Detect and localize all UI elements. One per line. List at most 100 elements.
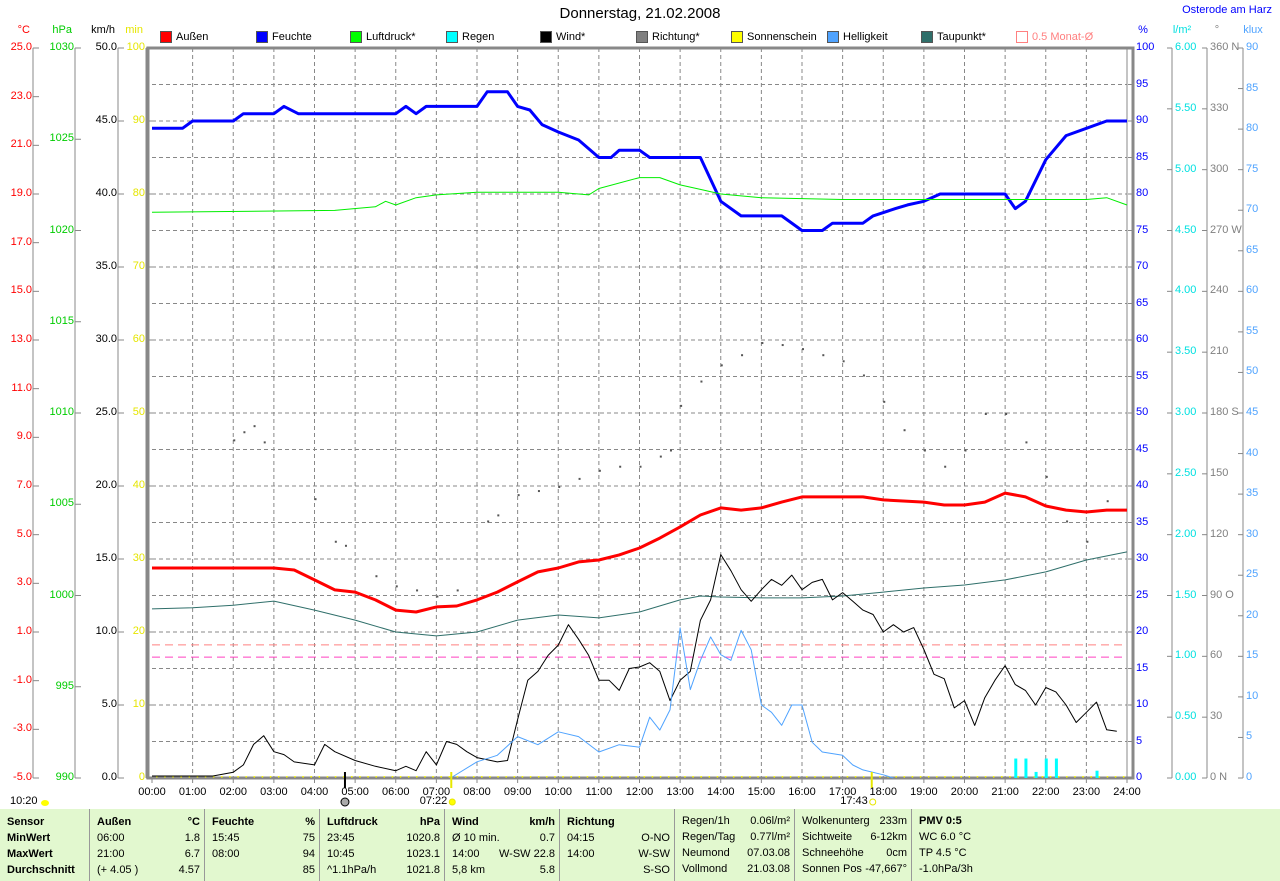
pressure-tick-label: 1005 (49, 497, 74, 510)
temp-axis-unit: °C (17, 24, 30, 36)
schneehoehe-label: Schneehöhe (802, 847, 864, 859)
rain-tick-label: 1.50 (1175, 588, 1197, 601)
direction-point (1086, 540, 1089, 543)
series-luftdruck-line (151, 177, 1128, 213)
vollmond-value: 21.03.08 (747, 863, 790, 875)
legend-swatch (160, 31, 172, 43)
x-tick-label: 08:00 (463, 786, 491, 798)
direction-point (903, 429, 906, 432)
luftdruck-unit: hPa (419, 816, 440, 828)
direction-point (984, 413, 987, 415)
pressure-tick-label: 1015 (49, 314, 74, 327)
x-tick-label: 12:00 (625, 786, 654, 798)
sunshine-point (156, 776, 158, 778)
temp-tick-label: 15.0 (10, 284, 32, 297)
vollmond-label: Vollmond (682, 863, 728, 875)
sunshine-point (367, 776, 369, 778)
legend-label: Regen (462, 31, 495, 43)
row-label-min: MinWert (7, 832, 51, 844)
wind-tick-label: 15.0 (95, 552, 117, 564)
wind-tick-label: 5.0 (101, 698, 117, 710)
schneehoehe-value: 0cm (886, 847, 907, 859)
sunshine-point (529, 776, 532, 778)
pressure-axis-unit: hPa (52, 24, 72, 36)
sunshine-point (375, 776, 377, 778)
wind-tick-label: 20.0 (95, 479, 117, 491)
sunshine-icon (41, 800, 49, 806)
sunshine-point (537, 776, 540, 778)
sonnenpos-label: Sonnen Pos (802, 863, 862, 875)
sunshine-point (1106, 776, 1109, 778)
sunshine-point (1001, 776, 1003, 778)
sunshine-point (846, 776, 849, 778)
x-tick-label: 11:00 (585, 786, 613, 798)
legend-item: Außen (160, 31, 208, 43)
sunshine-point (221, 776, 223, 778)
sunshine-point (635, 776, 637, 778)
feuchte-unit: % (305, 816, 315, 828)
sunshine-point (692, 776, 694, 778)
lux-tick-label: 0 (1246, 771, 1253, 783)
regen-1h-label: Regen/1h (682, 815, 730, 827)
legend-item: Regen (446, 31, 494, 43)
sunshine-point (586, 776, 589, 778)
regen-tag-value: 0.77l/m² (750, 831, 790, 843)
lux-tick-label: 90 (1246, 41, 1259, 53)
legend-item: Feuchte (256, 31, 312, 43)
neumond-value: 07.03.08 (747, 847, 790, 859)
sunshine-point (1082, 776, 1084, 778)
direction-point (1025, 441, 1028, 444)
aussen-avg-value: 4.57 (178, 864, 200, 876)
sunshine-point (879, 776, 881, 778)
direction-point (375, 575, 378, 578)
direction-point (802, 348, 804, 351)
lux-tick-label: 15 (1246, 649, 1259, 662)
feuchte-avg-value: 85 (302, 864, 315, 876)
legend-item: Helligkeit (827, 31, 888, 43)
regen-tag-label: Regen/Tag (682, 831, 736, 843)
sunshine-point (253, 776, 256, 778)
sunshine-point (895, 776, 897, 778)
sunrise-time-label: 07:22 (419, 795, 448, 807)
temp-tick-label: 5.0 (16, 527, 32, 540)
sunshine-point (1033, 776, 1036, 778)
direction-point (761, 342, 764, 345)
lux-axis-unit: klux (1243, 24, 1263, 36)
sunshine-point (684, 776, 686, 778)
sunshine-point (749, 776, 751, 778)
sunshine-point (968, 776, 971, 778)
legend-swatch (446, 31, 458, 43)
sunshine-point (505, 776, 507, 778)
sunshine-point (732, 776, 735, 778)
legend-label: Außen (176, 31, 209, 43)
x-tick-label: 15:00 (747, 786, 776, 798)
sunshine-point (334, 776, 337, 778)
luftdruck-min-time: 23:45 (327, 832, 355, 844)
sunshine-point (172, 776, 174, 778)
direction-point (558, 486, 561, 488)
sonnenpos-value: -47,667° (865, 863, 907, 875)
richtung-min-time: 04:15 (567, 832, 595, 844)
sensor-header: Sensor (7, 816, 45, 828)
sunshine-point (1041, 776, 1044, 778)
sunshine-point (854, 776, 857, 778)
direction-point (537, 490, 540, 493)
x-tick-label: 22:00 (1031, 786, 1060, 798)
legend-label: Luftdruck* (366, 31, 416, 43)
temp-tick-label: -5.0 (13, 771, 32, 783)
sunshine-point (448, 776, 451, 778)
x-tick-label: 10:00 (544, 786, 573, 798)
aussen-min-value: 1.8 (184, 832, 200, 844)
x-tick-label: 17:00 (828, 786, 857, 798)
direction-point (263, 441, 266, 444)
wind-header: Wind (452, 816, 479, 828)
sunshine-point (667, 776, 670, 778)
wind-tick-label: 45.0 (95, 114, 117, 126)
neumond-label: Neumond (682, 847, 730, 859)
sun-tick-label: 100 (126, 41, 145, 53)
sunshine-point (237, 776, 239, 778)
luftdruck-max-value: 1023.1 (406, 848, 440, 860)
series-taupunkt-line (151, 551, 1128, 637)
legend-swatch (636, 31, 648, 43)
sunshine-time-label: 10:20 (10, 795, 38, 807)
